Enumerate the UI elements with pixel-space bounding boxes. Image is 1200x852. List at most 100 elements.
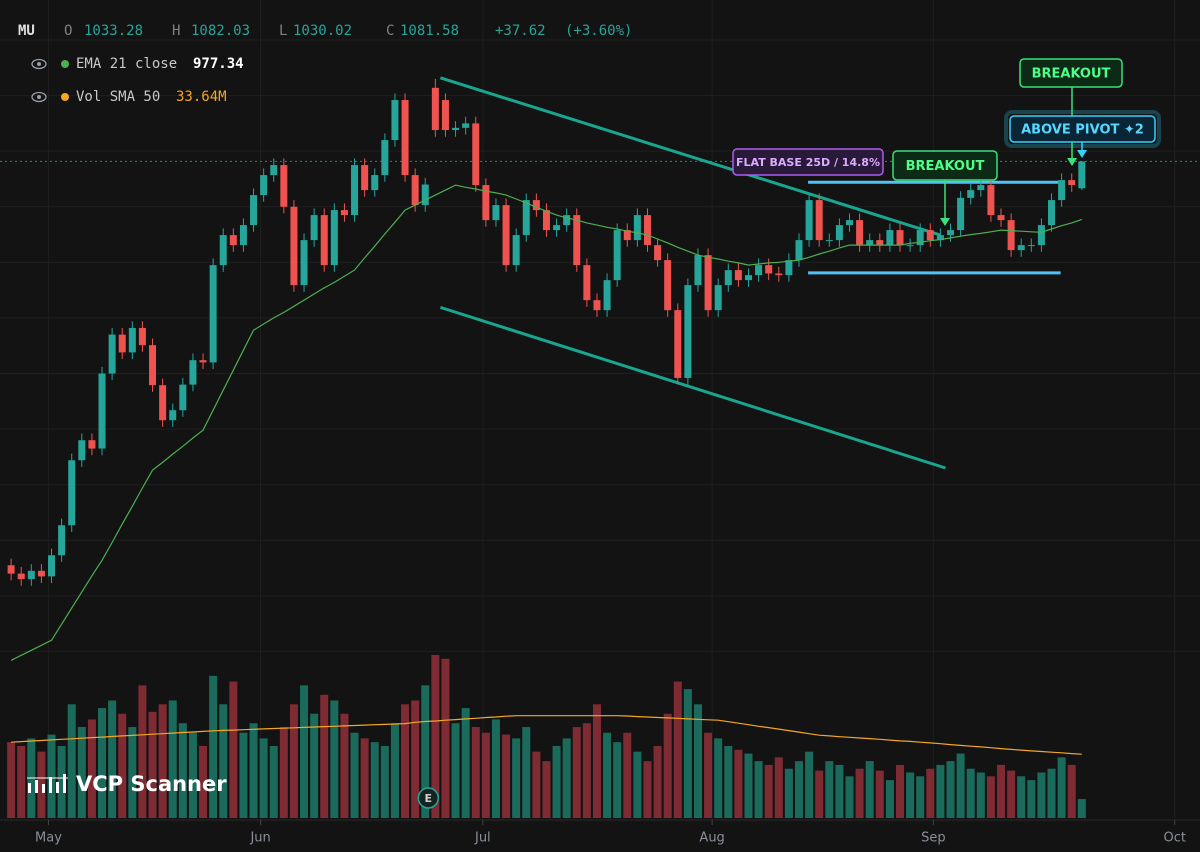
volume-bar (491, 719, 500, 818)
volume-bar (289, 704, 298, 818)
candle-body (916, 230, 924, 246)
eye-icon[interactable] (31, 91, 47, 103)
candle-body (1007, 220, 1015, 251)
logo-bar (35, 780, 38, 793)
volume-bar (562, 738, 571, 818)
volume-bar (441, 658, 450, 818)
candle-body (623, 230, 631, 241)
candle-body (462, 123, 470, 128)
ohlc-value: 1081.58 (400, 23, 459, 39)
volume-bar (57, 745, 66, 818)
volume-bar (865, 761, 874, 818)
candle-body (189, 360, 197, 385)
candle-body (118, 334, 126, 353)
candle-body (280, 165, 288, 207)
candle-body (532, 200, 540, 211)
candle-body (58, 525, 66, 556)
volume-bar (724, 745, 733, 818)
volume-bar (158, 704, 167, 818)
volume-bar (986, 776, 995, 818)
candle-body (522, 200, 530, 236)
candle-body (1027, 245, 1035, 247)
candle-body (250, 195, 258, 226)
volume-bar (815, 770, 824, 818)
candle-body (37, 570, 45, 577)
eye-outline (31, 58, 47, 70)
eye-icon[interactable] (31, 58, 47, 70)
candle-body (664, 260, 672, 311)
volume-bar (380, 745, 389, 818)
volume-bar (855, 768, 864, 818)
candle-body (391, 100, 399, 141)
volume-bar (128, 727, 137, 818)
volume-bar (623, 732, 632, 818)
volume-bar (997, 764, 1006, 818)
volume-bar (209, 675, 218, 818)
candle-body (1017, 245, 1025, 251)
legend-dot (61, 93, 69, 101)
volume-bar (502, 734, 511, 818)
breakout-box (1019, 58, 1123, 88)
candle-body (714, 285, 722, 311)
volume-bar (592, 704, 601, 818)
ohlc-value: 1033.28 (84, 23, 143, 39)
change: +37.62 (495, 23, 546, 39)
volume-bar (390, 723, 399, 818)
earnings-label: E (425, 792, 433, 805)
volume-bar (653, 745, 662, 818)
volume-bar (825, 761, 834, 818)
volume-bar (421, 685, 430, 818)
volume-bar (613, 742, 622, 818)
candle-body (48, 555, 56, 577)
candle-body (704, 255, 712, 311)
candle-body (785, 260, 793, 276)
candle-body (694, 255, 702, 286)
candle-body (684, 285, 692, 378)
volume-bar (360, 738, 369, 818)
candle-body (219, 235, 227, 266)
candle-body (199, 360, 207, 363)
candle-body (633, 215, 641, 241)
candle-body (149, 345, 157, 386)
volume-bar (754, 761, 763, 818)
volume-bar (350, 732, 359, 818)
volume-bar (370, 742, 379, 818)
ohlc-label: O (64, 23, 72, 39)
volume-bar (673, 681, 682, 818)
candle-body (593, 300, 601, 311)
candle-body (340, 210, 348, 216)
legend-dot (61, 60, 69, 68)
volume-bar (522, 727, 531, 818)
legend-label: EMA 21 close (76, 56, 177, 72)
candle-body (401, 100, 409, 176)
candle-body (27, 570, 35, 580)
candle-body (825, 240, 833, 242)
candle-body (967, 190, 975, 198)
candle-body (1068, 180, 1076, 186)
breakout-text: BREAKOUT (1032, 67, 1111, 82)
candle-body (88, 440, 96, 449)
flat-base-box (732, 148, 884, 176)
ohlc-value: 1082.03 (191, 23, 250, 39)
volume-bar (17, 745, 26, 818)
volume-bar (926, 768, 935, 818)
candle-body (7, 565, 15, 574)
candle-body (876, 240, 884, 246)
candle-body (209, 265, 217, 363)
candle-body (78, 440, 86, 461)
x-tick-label: Jun (249, 831, 270, 846)
volume-bar (542, 761, 551, 818)
candle-body (957, 197, 965, 231)
candle-body (795, 240, 803, 261)
candle-body (765, 265, 773, 274)
candle-body (310, 215, 318, 241)
candle-body (724, 270, 732, 286)
ohlc-label: H (172, 23, 180, 39)
candle-body (1048, 200, 1056, 226)
vol-sma-line (11, 715, 1082, 755)
logo-bar (63, 774, 66, 793)
volume-bar (946, 761, 955, 818)
volume-bar (259, 738, 268, 818)
trendline (439, 76, 941, 237)
